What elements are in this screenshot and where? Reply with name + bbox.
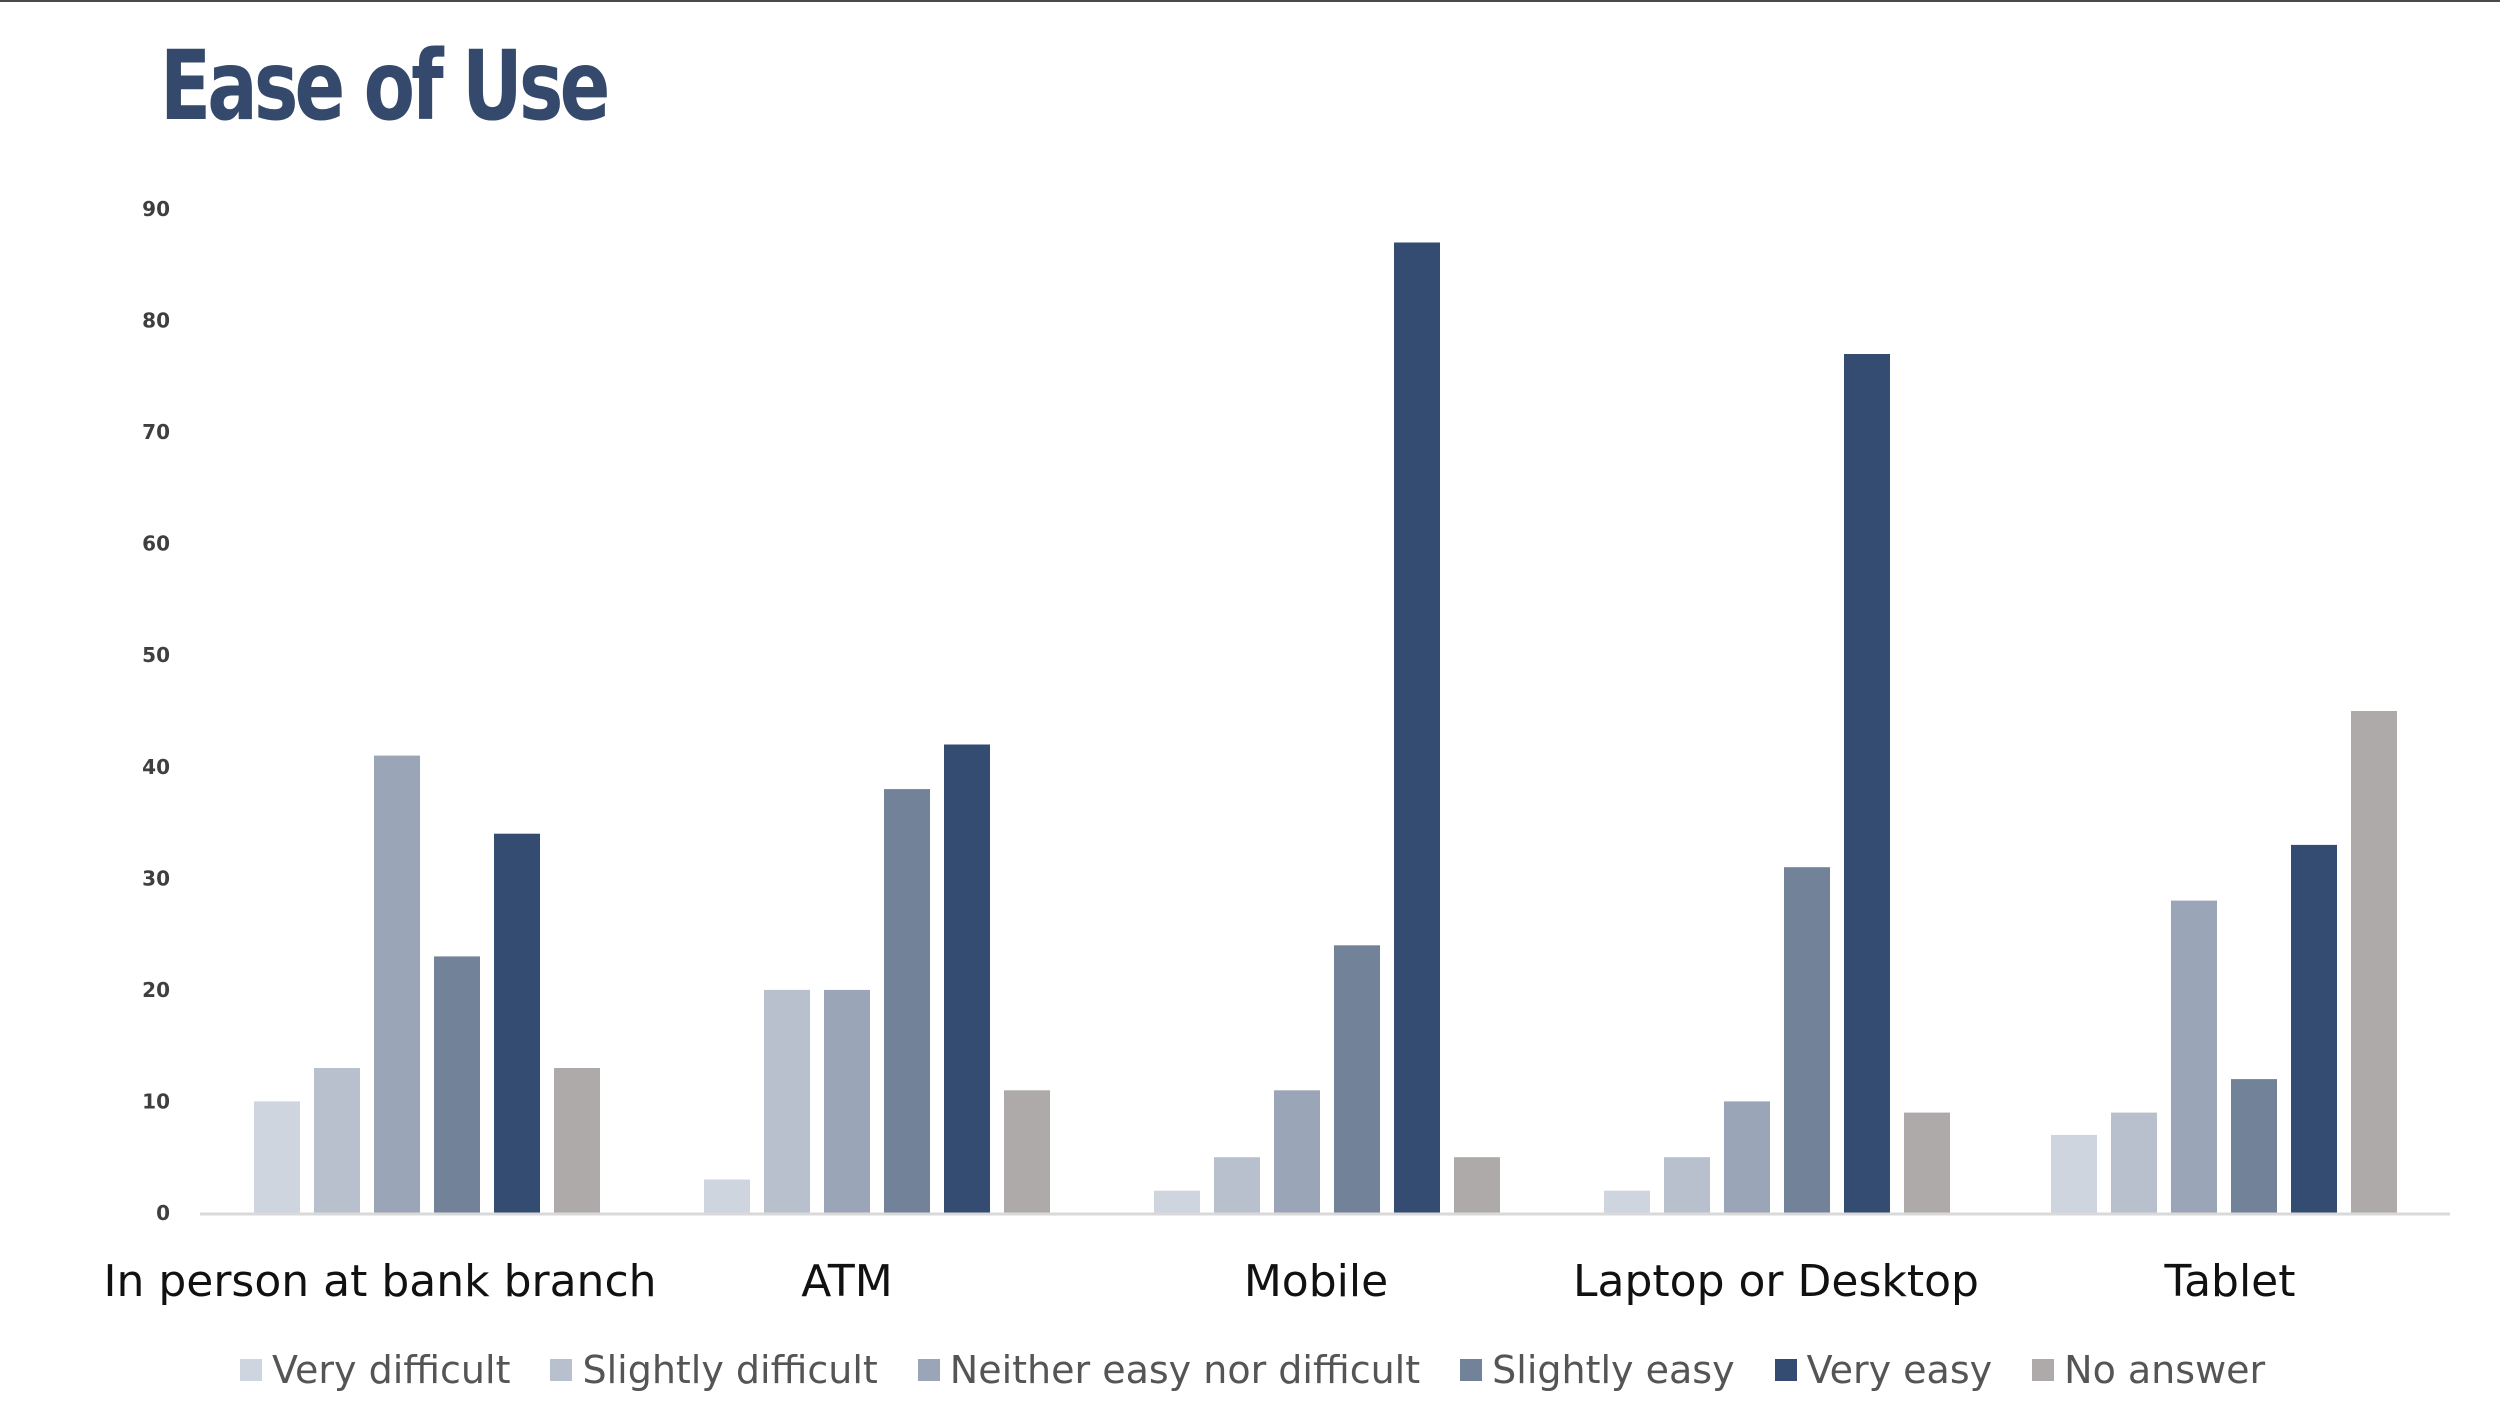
y-axis-ticks: 0 10 20 30 40 50 60 70 80 90 — [142, 197, 170, 1225]
legend-swatch — [240, 1359, 262, 1381]
top-rule — [0, 0, 2500, 2]
bar-chart: 0 10 20 30 40 50 60 70 80 90 In person at bank br… — [103, 197, 2450, 1307]
legend-swatch — [550, 1359, 573, 1381]
bar-no-answer-2 — [1454, 1157, 1500, 1213]
bar-very-difficult-0 — [254, 1101, 300, 1213]
legend-item: Slightly easy — [1460, 1348, 1735, 1392]
bar-very-easy-1 — [944, 744, 990, 1213]
y-tick-label: 70 — [142, 420, 170, 444]
y-tick-label: 0 — [156, 1201, 170, 1225]
legend-swatch — [1774, 1359, 1797, 1381]
legend-label: No answer — [2064, 1348, 2266, 1392]
bar-slightly-easy-4 — [2231, 1079, 2277, 1213]
category-label: Mobile — [1244, 1256, 1388, 1307]
category-label: ATM — [801, 1256, 893, 1307]
bar-slightly-easy-1 — [884, 789, 930, 1213]
bar-neither-easy-nor-difficult-3 — [1724, 1101, 1770, 1213]
bar-very-easy-0 — [494, 833, 540, 1213]
bar-slightly-difficult-4 — [2111, 1112, 2157, 1213]
bar-no-answer-1 — [1004, 1090, 1050, 1213]
bar-neither-easy-nor-difficult-2 — [1274, 1090, 1320, 1213]
bar-slightly-easy-0 — [434, 956, 480, 1213]
bar-slightly-easy-2 — [1334, 945, 1380, 1213]
legend-item: Very difficult — [240, 1348, 510, 1392]
bar-very-difficult-3 — [1604, 1190, 1650, 1213]
legend-label: Neither easy nor difficult — [949, 1348, 1421, 1392]
bar-no-answer-0 — [554, 1068, 600, 1213]
legend-label: Very difficult — [272, 1348, 511, 1392]
bars — [254, 242, 2397, 1213]
y-tick-label: 50 — [142, 643, 170, 667]
legend-item: No answer — [2032, 1348, 2265, 1392]
legend-swatch — [1460, 1359, 1483, 1381]
legend-item: Slightly difficult — [550, 1348, 878, 1392]
y-tick-label: 40 — [142, 755, 170, 779]
bar-very-easy-2 — [1394, 242, 1440, 1213]
bar-no-answer-3 — [1904, 1112, 1950, 1213]
bar-very-easy-4 — [2291, 844, 2337, 1213]
legend-label: Slightly difficult — [582, 1348, 878, 1392]
bar-slightly-difficult-2 — [1214, 1157, 1260, 1213]
legend-label: Very easy — [1806, 1348, 1993, 1392]
legend-item: Very easy — [1774, 1348, 1993, 1392]
y-tick-label: 90 — [142, 197, 170, 221]
bar-neither-easy-nor-difficult-4 — [2171, 900, 2217, 1213]
bar-neither-easy-nor-difficult-1 — [824, 989, 870, 1213]
legend-label: Slightly easy — [1492, 1348, 1735, 1392]
bar-very-difficult-4 — [2051, 1134, 2097, 1213]
y-tick-label: 80 — [142, 309, 170, 333]
y-tick-label: 20 — [142, 978, 170, 1002]
category-label: Tablet — [2163, 1256, 2295, 1307]
category-labels: In person at bank branch ATM Mobile Laptop … — [103, 1256, 2295, 1307]
bar-no-answer-4 — [2351, 711, 2397, 1213]
category-label: Laptop or Desktop — [1573, 1256, 1979, 1307]
y-tick-label: 10 — [142, 1089, 170, 1113]
y-tick-label: 30 — [142, 866, 170, 890]
bar-slightly-difficult-3 — [1664, 1157, 1710, 1213]
bar-slightly-easy-3 — [1784, 867, 1830, 1213]
bar-slightly-difficult-1 — [764, 989, 810, 1213]
legend-swatch — [2032, 1359, 2055, 1381]
bar-slightly-difficult-0 — [314, 1068, 360, 1213]
bar-very-difficult-2 — [1154, 1190, 1200, 1213]
legend-swatch — [917, 1359, 940, 1381]
chart-title: Ease of Use — [160, 30, 610, 142]
category-label: In person at bank branch — [103, 1256, 656, 1307]
y-tick-label: 60 — [142, 532, 170, 556]
bar-very-easy-3 — [1844, 354, 1890, 1213]
legend-item: Neither easy nor difficult — [917, 1348, 1421, 1392]
bar-very-difficult-1 — [704, 1179, 750, 1213]
legend: Very difficult Slightly difficult Neither … — [240, 1340, 2305, 1400]
bar-neither-easy-nor-difficult-0 — [374, 755, 420, 1213]
